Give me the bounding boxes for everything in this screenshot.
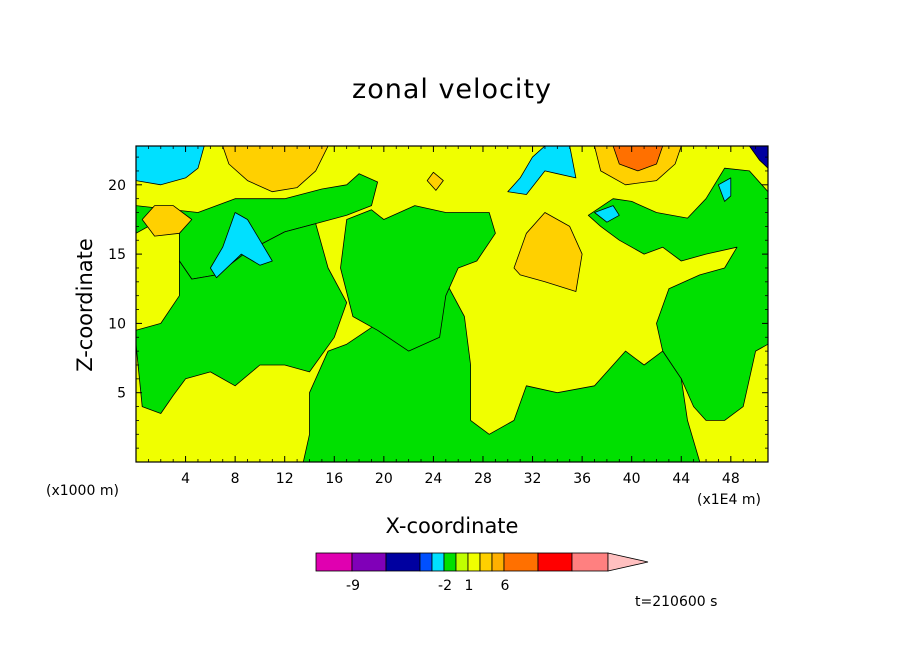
x-axis-label: X-coordinate	[385, 514, 519, 538]
colorbar-cell	[467, 552, 481, 572]
colorbar-arrow	[607, 552, 649, 572]
y-tick-label: 10	[108, 316, 126, 332]
x-tick-label: 36	[573, 471, 591, 487]
plot-frame	[135, 145, 769, 463]
colorbar-cell	[503, 552, 539, 572]
x-tick-label: 28	[474, 471, 492, 487]
x-axis-unit: (x1E4 m)	[697, 492, 761, 508]
region-green-left-column	[136, 223, 348, 414]
x-tick-label: 4	[181, 471, 190, 487]
colorbar-cell	[419, 552, 433, 572]
region-cyan-right-small2	[718, 177, 732, 202]
colorbar-label: -2	[438, 578, 452, 594]
colorbar: -9 -2 1 6	[315, 552, 649, 594]
region-orange-top-left	[222, 146, 329, 193]
colorbar-cell	[491, 552, 505, 572]
time-label: t=210600 s	[635, 594, 718, 610]
colorbar-cell	[455, 552, 469, 572]
colorbar-cell	[385, 552, 421, 572]
y-tick-label: 20	[108, 178, 126, 194]
x-tick-label: 32	[524, 471, 542, 487]
region-green-center-mid	[340, 205, 496, 352]
region-cyan-right-small	[594, 205, 620, 223]
colorbar-cell	[443, 552, 457, 572]
y-tick-label: 5	[117, 386, 126, 402]
colorbar-cell	[431, 552, 445, 572]
colorbar-label: -9	[346, 578, 360, 594]
colorbar-cell	[537, 552, 573, 572]
y-axis-unit: (x1000 m)	[46, 483, 119, 499]
colorbar-cell	[479, 552, 493, 572]
x-tick-label: 12	[276, 471, 294, 487]
region-neg-strong-topright	[749, 146, 768, 169]
region-cyan-left-mid	[209, 212, 273, 279]
region-orange-dot	[426, 171, 444, 191]
region-orange-center	[513, 212, 583, 292]
colorbar-cell	[571, 552, 609, 572]
contour-regions	[136, 146, 768, 462]
x-tick-label: 20	[375, 471, 393, 487]
region-orange-left-bump	[141, 205, 193, 237]
colorbar-cell	[351, 552, 387, 572]
x-tick-label: 48	[722, 471, 740, 487]
colorbar-label: 6	[501, 578, 510, 594]
y-ticks: 5 10 15 20	[108, 156, 768, 449]
region-deep-orange-top-right	[612, 146, 664, 172]
x-tick-label: 40	[623, 471, 641, 487]
plot-area	[135, 145, 769, 463]
chart-title: zonal velocity	[352, 74, 552, 105]
x-tick-label: 8	[231, 471, 240, 487]
colorbar-label: 1	[465, 578, 474, 594]
region-green-right-column	[587, 167, 768, 421]
x-tick-label: 16	[325, 471, 343, 487]
region-cyan-center-top	[507, 146, 577, 195]
x-tick-label: 44	[672, 471, 690, 487]
y-tick-label: 15	[108, 247, 126, 263]
colorbar-cell	[315, 552, 353, 572]
x-tick-label: 24	[424, 471, 442, 487]
x-ticks: 4 8 12 16 20 24 28 32 36 40 44 48	[147, 146, 757, 487]
region-cyan-topleft	[136, 146, 205, 186]
